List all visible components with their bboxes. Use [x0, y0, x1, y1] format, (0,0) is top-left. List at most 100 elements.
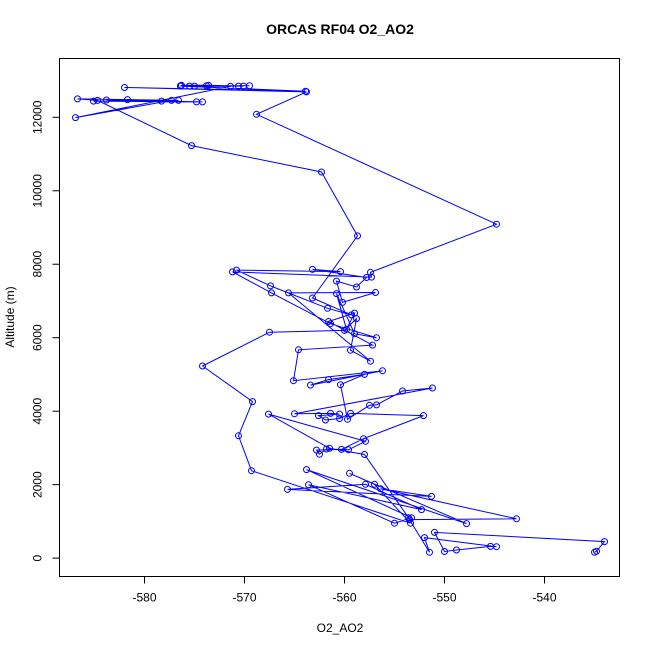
data-point-87	[325, 318, 332, 325]
data-point-103	[336, 410, 343, 418]
data-point-28	[199, 362, 206, 370]
data-point-14	[284, 485, 291, 493]
x-tick-label-4: -540	[532, 591, 556, 605]
data-point-71	[177, 82, 184, 90]
x-axis-label: O2_AO2	[317, 621, 364, 635]
data-point-27	[249, 398, 256, 406]
data-point-57	[158, 97, 165, 105]
data-point-93	[325, 376, 332, 384]
series-line	[75, 84, 606, 553]
data-point-38	[353, 283, 360, 291]
data-point-53	[103, 96, 110, 104]
data-point-5	[453, 546, 460, 554]
plot-area	[72, 81, 608, 556]
data-point-74	[303, 88, 310, 96]
data-point-100	[429, 384, 436, 392]
data-point-40	[309, 265, 316, 273]
data-point-94	[361, 370, 368, 378]
data-point-83	[351, 330, 358, 338]
data-point-47	[354, 232, 361, 240]
data-point-18	[391, 519, 398, 527]
data-point-68	[191, 82, 198, 90]
x-tick-label-3: -550	[432, 591, 456, 605]
x-axis: -580 -570 -560 -550 -540	[132, 576, 557, 605]
y-tick-label-2: 4000	[31, 398, 45, 425]
data-point-7	[493, 543, 500, 551]
data-point-55	[193, 98, 200, 106]
data-point-115	[362, 437, 369, 445]
data-point-44	[324, 304, 331, 312]
data-point-4	[441, 548, 448, 555]
data-point-110	[338, 445, 345, 453]
data-point-75	[253, 110, 260, 118]
data-point-114	[345, 446, 352, 454]
y-tick-label-3: 6000	[31, 324, 45, 351]
data-point-76	[493, 220, 500, 228]
data-point-86	[351, 309, 358, 317]
data-point-21	[463, 520, 470, 528]
chart-title: ORCAS RF04 O2_AO2	[266, 21, 414, 37]
x-tick-label-0: -580	[132, 591, 156, 605]
x-tick-label-1: -570	[232, 591, 256, 605]
y-tick-label-4: 8000	[31, 251, 45, 278]
data-point-8	[421, 534, 428, 542]
data-point-66	[205, 81, 212, 89]
data-point-95	[337, 381, 344, 389]
data-point-32	[347, 346, 354, 354]
data-point-113	[323, 445, 330, 453]
data-point-96	[344, 415, 351, 423]
data-point-70	[240, 82, 247, 90]
data-point-26	[235, 432, 242, 440]
data-point-108	[420, 412, 427, 420]
data-point-60	[72, 114, 79, 122]
data-point-37	[333, 277, 340, 285]
data-point-99	[399, 387, 406, 395]
data-point-36	[339, 298, 346, 306]
data-point-112	[316, 450, 323, 458]
data-point-104	[315, 412, 322, 420]
data-point-84	[333, 290, 340, 298]
y-axis: 0 2000 4000 6000 8000 10000 12000	[31, 100, 60, 561]
data-point-97	[366, 401, 373, 409]
data-point-92	[307, 381, 314, 389]
data-point-35	[372, 289, 379, 296]
x-tick-label-2: -560	[332, 591, 356, 605]
data-point-12	[377, 485, 384, 493]
data-point-119	[405, 514, 412, 522]
data-point-9	[426, 548, 433, 556]
data-point-88	[369, 341, 376, 349]
data-point-89	[295, 346, 302, 354]
data-point-50	[94, 96, 101, 104]
data-point-11	[513, 515, 520, 523]
data-point-34	[285, 289, 292, 297]
data-point-2	[601, 538, 608, 546]
data-point-85	[343, 325, 350, 333]
data-point-22	[346, 469, 353, 477]
data-point-33	[367, 357, 374, 365]
data-point-78	[368, 273, 375, 281]
data-point-13	[428, 492, 435, 500]
y-tick-label-5: 10000	[31, 174, 45, 208]
data-point-59	[168, 96, 175, 104]
data-point-58	[124, 96, 131, 104]
data-point-41	[337, 268, 344, 276]
data-point-61	[227, 82, 234, 90]
data-point-102	[327, 409, 334, 417]
data-point-91	[379, 367, 386, 375]
data-point-101	[291, 410, 298, 418]
data-point-77	[367, 268, 374, 276]
data-point-79	[229, 268, 236, 276]
data-point-116	[265, 410, 272, 418]
data-point-117	[326, 444, 333, 452]
data-point-56	[90, 97, 97, 105]
data-point-17	[305, 481, 312, 489]
data-point-105	[322, 416, 329, 424]
data-point-49	[188, 142, 195, 150]
data-point-81	[327, 320, 334, 328]
data-point-82	[373, 334, 380, 342]
data-point-72	[302, 87, 309, 95]
data-point-51	[74, 95, 81, 103]
data-point-23	[371, 480, 378, 488]
data-point-39	[363, 274, 370, 281]
